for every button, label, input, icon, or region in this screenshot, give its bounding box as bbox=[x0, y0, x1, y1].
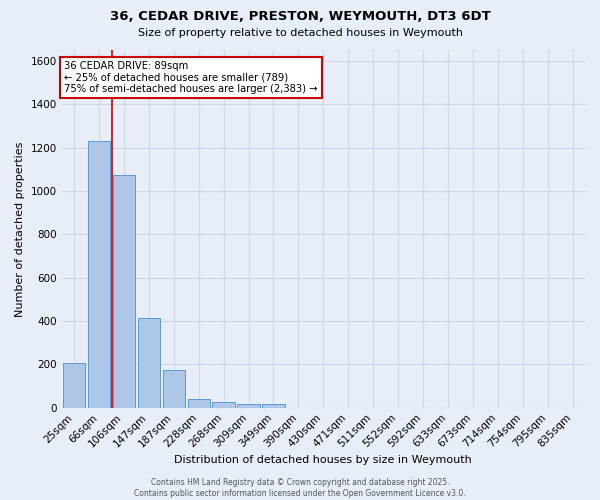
Bar bbox=[88, 141, 110, 407]
Text: Size of property relative to detached houses in Weymouth: Size of property relative to detached ho… bbox=[137, 28, 463, 38]
Bar bbox=[113, 174, 135, 408]
Bar bbox=[137, 318, 160, 408]
Bar bbox=[163, 370, 185, 408]
Bar bbox=[212, 402, 235, 407]
X-axis label: Distribution of detached houses by size in Weymouth: Distribution of detached houses by size … bbox=[175, 455, 472, 465]
Bar bbox=[238, 404, 260, 407]
Bar bbox=[188, 399, 210, 407]
Text: 36 CEDAR DRIVE: 89sqm
← 25% of detached houses are smaller (789)
75% of semi-det: 36 CEDAR DRIVE: 89sqm ← 25% of detached … bbox=[64, 60, 318, 94]
Bar bbox=[262, 404, 285, 407]
Text: 36, CEDAR DRIVE, PRESTON, WEYMOUTH, DT3 6DT: 36, CEDAR DRIVE, PRESTON, WEYMOUTH, DT3 … bbox=[110, 10, 490, 23]
Bar bbox=[63, 364, 85, 408]
Text: Contains HM Land Registry data © Crown copyright and database right 2025.
Contai: Contains HM Land Registry data © Crown c… bbox=[134, 478, 466, 498]
Y-axis label: Number of detached properties: Number of detached properties bbox=[15, 141, 25, 316]
